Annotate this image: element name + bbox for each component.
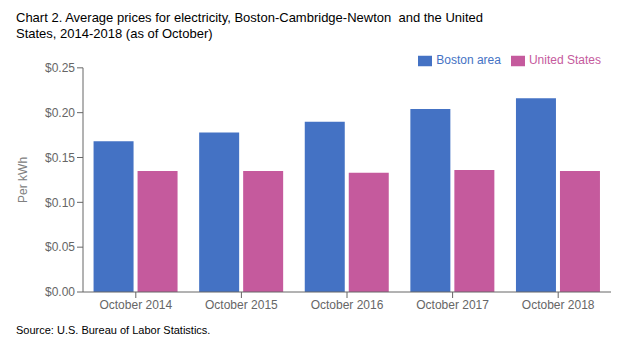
svg-text:October 2014: October 2014 (99, 298, 172, 312)
html-text:Chart 2. Average prices for el: Chart 2. Average prices for electricity,… (16, 10, 483, 41)
svg-text:$0.05: $0.05 (45, 240, 75, 254)
html-text:United States: United States (529, 53, 601, 67)
html-text:Source: U.S. Bureau of Labor S: Source: U.S. Bureau of Labor Statistics. (16, 324, 211, 336)
svg-text:October 2015: October 2015 (205, 298, 278, 312)
svg-text:October 2016: October 2016 (311, 298, 384, 312)
svg-text:$0.10: $0.10 (45, 196, 75, 210)
svg-text:$0.15: $0.15 (45, 151, 75, 165)
svg-text:$0.25: $0.25 (45, 61, 75, 75)
svg-text:October 2017: October 2017 (416, 298, 489, 312)
svg-text:$0.00: $0.00 (45, 285, 75, 299)
svg-text:October 2018: October 2018 (522, 298, 595, 312)
html-text:Boston area: Boston area (436, 53, 501, 67)
svg-text:$0.20: $0.20 (45, 106, 75, 120)
svg-text:Per kWh: Per kWh (16, 157, 30, 203)
